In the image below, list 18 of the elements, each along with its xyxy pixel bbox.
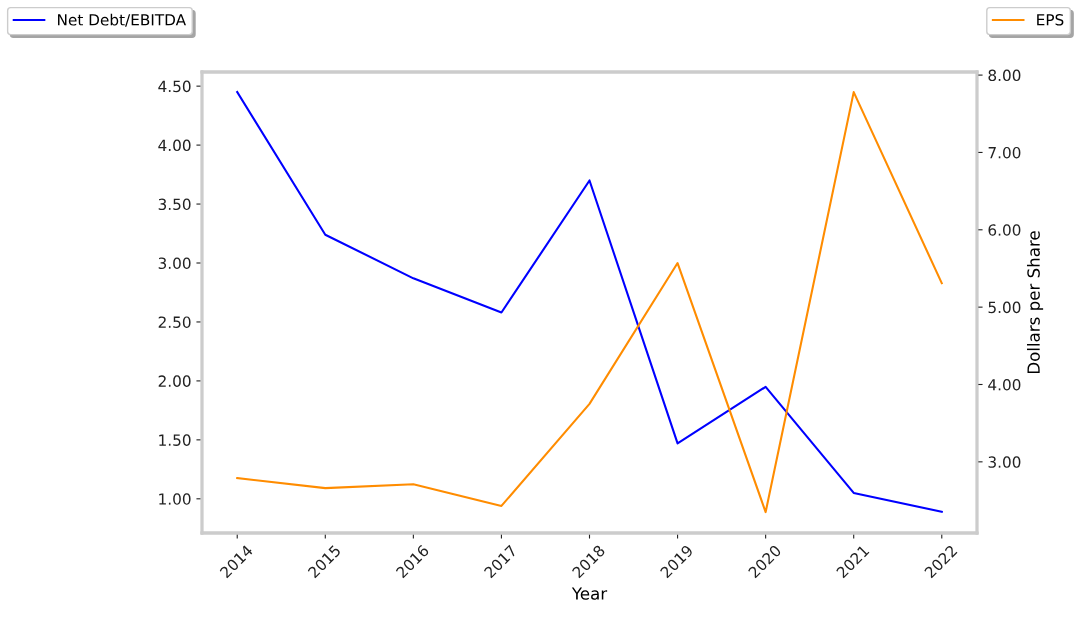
x-axis-title: Year [571,587,608,600]
y-tick-label: 4.00 [158,139,191,152]
y-tick-label: 1.50 [159,434,191,446]
y2-tick-label: 7.00 [988,146,1021,159]
y-tick-label: 2.50 [158,316,191,328]
legend-label: EPS [1037,14,1064,26]
y-tick-label: 4.50 [158,80,191,93]
y-tick-label: 3.50 [158,198,191,211]
y2-axis-title: Dollars per Share [1026,231,1044,374]
y2-tick-label: 3.00 [988,456,1021,468]
y2-tick-label: 8.00 [988,69,1021,82]
y-tick-label: 2.00 [158,375,191,387]
y2-tick-label: 5.00 [988,301,1021,314]
y2-tick-label: 6.00 [988,224,1021,236]
y2-tick-label: 4.00 [988,378,1021,391]
y-tick-label: 3.00 [158,257,191,270]
legend-label: Net Debt/EBITDA [58,13,186,27]
y-tick-label: 1.00 [159,493,191,505]
